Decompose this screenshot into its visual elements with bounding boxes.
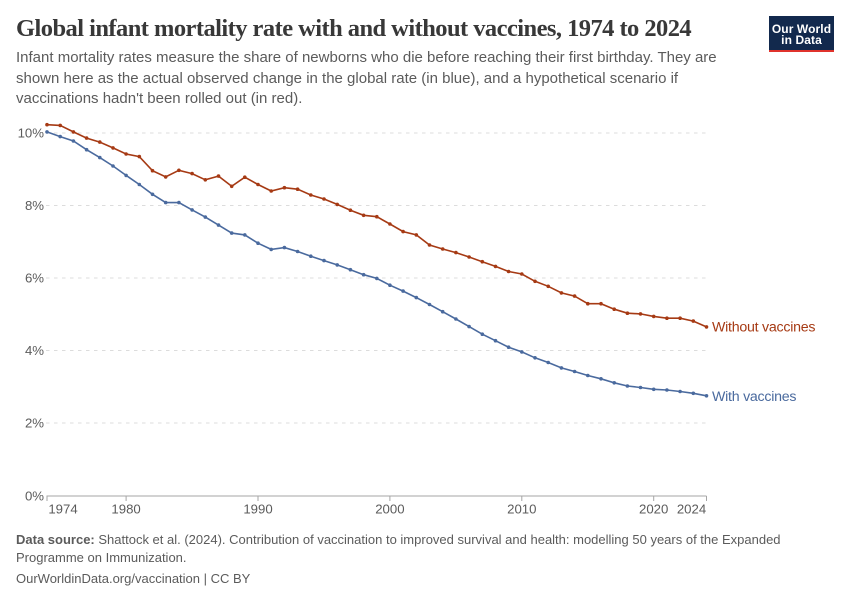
svg-text:1990: 1990 [243,502,272,517]
svg-text:1980: 1980 [111,502,140,517]
svg-text:2000: 2000 [375,502,404,517]
svg-text:6%: 6% [25,271,44,286]
svg-text:4%: 4% [25,343,44,358]
svg-text:1974: 1974 [48,502,77,517]
svg-text:With vaccines: With vaccines [712,389,796,405]
svg-text:2%: 2% [25,416,44,431]
svg-text:2010: 2010 [507,502,536,517]
svg-text:2024: 2024 [677,502,706,517]
svg-text:Without vaccines: Without vaccines [712,320,815,336]
svg-text:0%: 0% [25,489,44,504]
svg-text:10%: 10% [18,126,45,141]
svg-text:2020: 2020 [639,502,668,517]
svg-text:8%: 8% [25,198,44,213]
